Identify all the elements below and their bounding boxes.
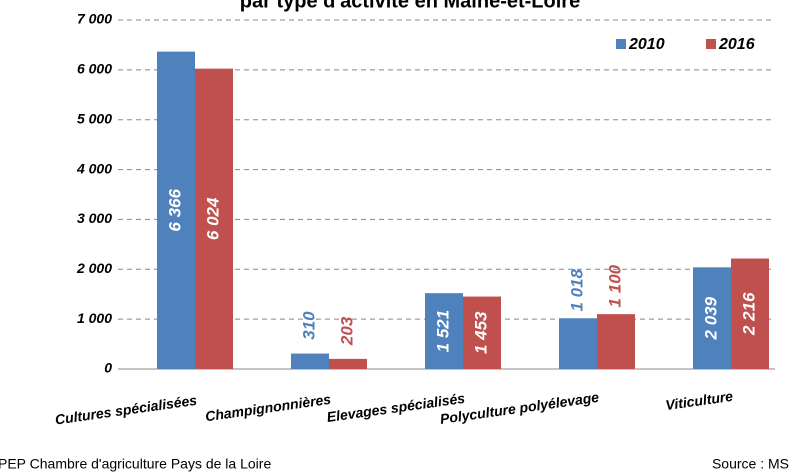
x-tick-label: Viticulture (664, 388, 734, 413)
value-label: 2 216 (739, 292, 758, 336)
legend-label: 2010 (628, 36, 665, 53)
bar (463, 296, 501, 369)
y-tick-label: 0 (104, 360, 112, 376)
value-label: 1 453 (471, 311, 490, 354)
value-label: 1 018 (567, 268, 586, 311)
y-tick-label: 2 000 (76, 260, 112, 276)
y-tick-label: 6 000 (77, 61, 112, 77)
bar (559, 318, 597, 369)
bar (195, 68, 233, 369)
bar (731, 258, 769, 369)
footer-right: Source : MS (712, 456, 789, 472)
x-tick-label: Cultures spécialisées (54, 392, 198, 428)
y-tick-label: 5 000 (77, 110, 112, 126)
bar (329, 358, 367, 369)
y-tick-label: 4 000 (76, 160, 112, 176)
value-label: 6 024 (203, 197, 222, 240)
y-tick-label: 3 000 (77, 210, 112, 226)
bar (291, 353, 329, 369)
value-label: 6 366 (165, 188, 184, 231)
x-tick-label: Champignonnières (204, 391, 332, 425)
value-label: 310 (299, 311, 318, 340)
chart-title: par type d'activité en Maine-et-Loire (240, 0, 580, 12)
value-label: 203 (337, 316, 356, 346)
legend-swatch (706, 39, 716, 49)
y-tick-label: 1 000 (77, 310, 112, 326)
bar (425, 293, 463, 369)
bar (597, 314, 635, 369)
y-tick-label: 7 000 (77, 11, 112, 27)
bar (157, 51, 195, 369)
legend-swatch (616, 39, 626, 49)
bar (693, 267, 731, 369)
value-label: 1 100 (605, 264, 624, 307)
value-label: 2 039 (701, 296, 720, 340)
legend-label: 2016 (718, 36, 755, 53)
value-label: 1 521 (433, 310, 452, 353)
footer-left: PEP Chambre d'agriculture Pays de la Loi… (0, 456, 271, 472)
